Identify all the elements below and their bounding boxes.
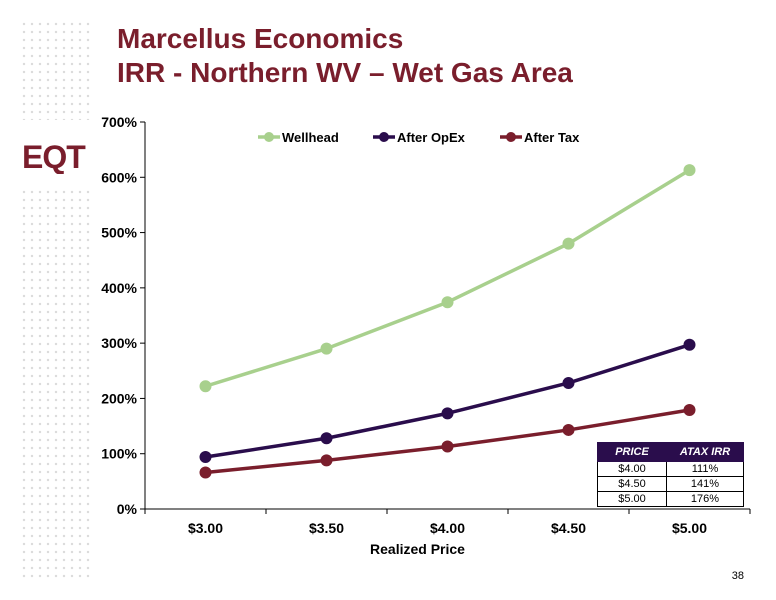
table-row: $4.50 141% (597, 476, 744, 492)
data-point (320, 454, 333, 467)
table-cell-price: $4.50 (597, 476, 667, 492)
table-cell-irr: 111% (666, 461, 744, 477)
y-tick-label: 100% (101, 446, 137, 462)
data-point (320, 432, 333, 445)
x-tick-label: $4.50 (551, 520, 586, 536)
x-tick-label: $3.50 (309, 520, 344, 536)
y-tick-label: 400% (101, 280, 137, 296)
legend-swatch-marker (379, 132, 389, 142)
legend-label: Wellhead (282, 130, 339, 145)
x-tick-label: $3.00 (188, 520, 223, 536)
table-cell-price: $5.00 (597, 491, 667, 507)
legend-swatch-marker (506, 132, 516, 142)
table-cell-price: $4.00 (597, 461, 667, 477)
x-tick-label: $4.00 (430, 520, 465, 536)
data-point (683, 338, 696, 351)
table-header-price: PRICE (597, 442, 667, 462)
y-tick-label: 300% (101, 335, 137, 351)
table-header-irr: ATAX IRR (666, 442, 744, 462)
y-tick-label: 200% (101, 390, 137, 406)
data-point (562, 376, 575, 389)
y-tick-label: 500% (101, 225, 137, 241)
y-tick-label: 700% (101, 114, 137, 130)
data-point (199, 466, 212, 479)
table-row: $4.00 111% (597, 461, 744, 477)
page-number: 38 (731, 570, 744, 582)
data-point (683, 404, 696, 417)
dot-pattern (20, 20, 90, 580)
title-line-2: IRR - Northern WV – Wet Gas Area (117, 57, 573, 88)
data-point (441, 440, 454, 453)
data-point (199, 451, 212, 464)
legend-label: After Tax (524, 130, 580, 145)
data-point (562, 423, 575, 436)
series-line-0 (204, 168, 691, 388)
data-point (441, 407, 454, 420)
table-cell-irr: 141% (666, 476, 744, 492)
data-point (320, 342, 333, 355)
data-point (683, 164, 696, 177)
title-line-1: Marcellus Economics (117, 23, 404, 54)
y-tick-label: 600% (101, 169, 137, 185)
x-tick-label: $5.00 (672, 520, 707, 536)
data-point (441, 296, 454, 309)
atax-irr-table: PRICE ATAX IRR $4.00 111% $4.50 141% $5.… (597, 442, 744, 507)
data-point (199, 380, 212, 393)
legend-swatch-marker (264, 132, 274, 142)
data-point (562, 237, 575, 250)
x-axis-title: Realized Price (370, 541, 465, 557)
slide-title: Marcellus Economics IRR - Northern WV – … (117, 22, 573, 90)
svg-text:EQT: EQT (22, 139, 86, 174)
dot-pattern-gap (10, 120, 100, 190)
table-header-row: PRICE ATAX IRR (597, 442, 744, 462)
eqt-logo: EQT (22, 139, 87, 174)
series-line-1 (205, 343, 691, 459)
table-cell-irr: 176% (666, 491, 744, 507)
legend-label: After OpEx (397, 130, 466, 145)
table-row: $5.00 176% (597, 491, 744, 507)
y-tick-label: 0% (117, 501, 138, 517)
